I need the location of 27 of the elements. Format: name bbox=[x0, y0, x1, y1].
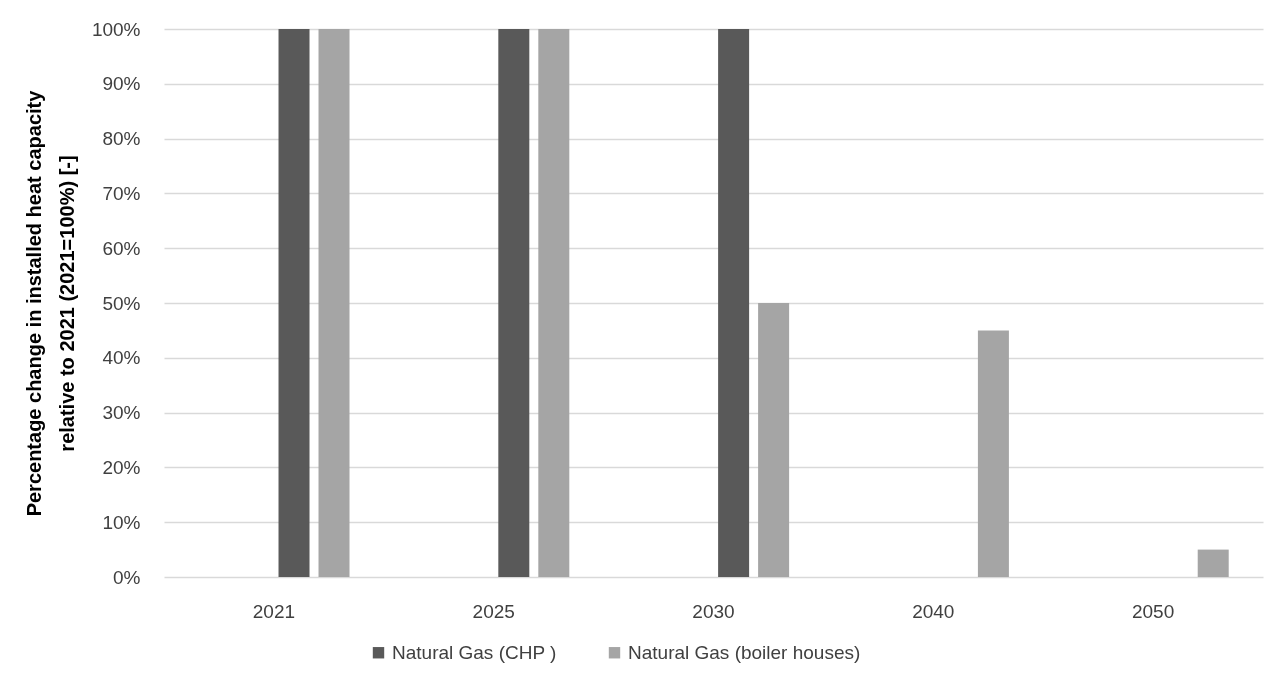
legend-label: Natural Gas (CHP ) bbox=[392, 641, 557, 663]
bar bbox=[758, 303, 790, 577]
bar bbox=[318, 29, 350, 577]
y-tick-label: 90% bbox=[102, 73, 141, 95]
y-tick-label: 70% bbox=[102, 182, 141, 204]
y-tick-label: 10% bbox=[102, 511, 141, 533]
bar bbox=[278, 29, 310, 577]
bar bbox=[538, 29, 570, 577]
bar bbox=[718, 29, 750, 577]
bar bbox=[1197, 549, 1229, 577]
x-tick-label: 2050 bbox=[1131, 600, 1175, 622]
y-tick-label: 80% bbox=[102, 128, 141, 150]
y-tick-label: 0% bbox=[113, 566, 141, 588]
bar bbox=[498, 29, 530, 577]
y-tick-label: 30% bbox=[102, 402, 141, 424]
y-tick-label: 100% bbox=[91, 18, 141, 40]
y-tick-label: 20% bbox=[102, 456, 141, 478]
y-tick-label: 60% bbox=[102, 237, 141, 259]
y-axis-title: Percentage change in installed heat capacity relative to 2021 (2021=100%) [-] bbox=[22, 89, 78, 517]
x-tick-label: 2040 bbox=[912, 600, 955, 622]
x-tick-label: 2025 bbox=[472, 600, 515, 622]
bar bbox=[977, 330, 1009, 577]
y-tick-label: 50% bbox=[102, 292, 141, 314]
legend-label: Natural Gas (boiler houses) bbox=[628, 641, 861, 663]
x-tick-label: 2030 bbox=[692, 600, 735, 622]
x-tick-label: 2021 bbox=[252, 600, 296, 622]
y-tick-label: 40% bbox=[102, 347, 141, 369]
